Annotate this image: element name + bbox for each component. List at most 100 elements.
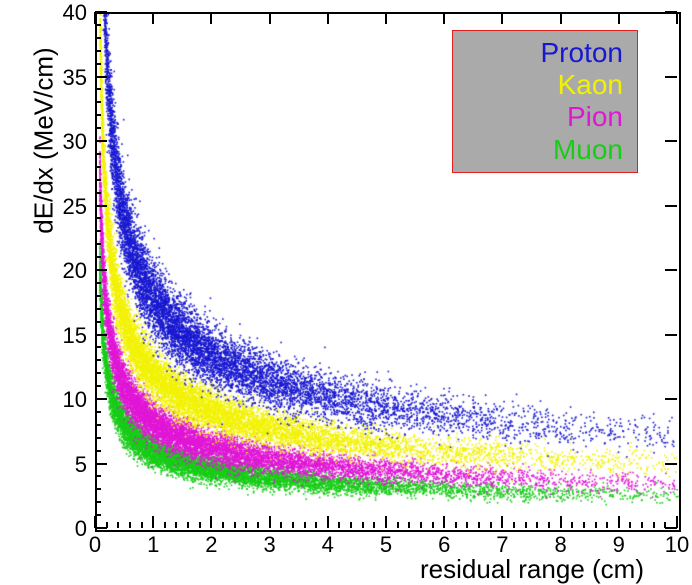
y-major-tick: [95, 269, 107, 271]
y-minor-tick: [95, 437, 101, 439]
x-minor-tick: [466, 522, 468, 528]
x-minor-tick: [408, 522, 410, 528]
y-minor-tick: [95, 346, 101, 348]
y-major-tick-right: [665, 527, 677, 529]
x-minor-tick: [513, 522, 515, 528]
x-minor-tick: [280, 522, 282, 528]
y-major-tick: [95, 11, 107, 13]
y-tick-label: 40: [47, 0, 87, 26]
x-minor-tick: [175, 522, 177, 528]
x-tick-label: 4: [313, 532, 343, 558]
y-minor-tick: [95, 424, 101, 426]
x-major-tick-top: [94, 12, 96, 24]
x-tick-label: 3: [255, 532, 285, 558]
x-major-tick: [269, 516, 271, 528]
y-major-tick-right: [665, 334, 677, 336]
legend-item: Proton: [467, 37, 623, 69]
x-minor-tick: [304, 522, 306, 528]
x-major-tick-top: [152, 12, 154, 24]
x-tick-label: 2: [196, 532, 226, 558]
y-major-tick: [95, 527, 107, 529]
y-minor-tick: [95, 24, 101, 26]
y-minor-tick: [95, 256, 101, 258]
y-minor-tick: [95, 359, 101, 361]
x-minor-tick: [571, 522, 573, 528]
y-minor-tick: [95, 192, 101, 194]
x-minor-tick: [222, 522, 224, 528]
x-major-tick-top: [385, 12, 387, 24]
y-minor-tick: [95, 488, 101, 490]
y-major-tick: [95, 398, 107, 400]
x-minor-tick: [257, 522, 259, 528]
x-major-tick-top: [618, 12, 620, 24]
x-major-tick: [443, 516, 445, 528]
x-minor-tick: [234, 522, 236, 528]
legend-item: Muon: [467, 134, 623, 166]
y-tick-label: 0: [47, 516, 87, 542]
y-major-tick: [95, 334, 107, 336]
dedx-vs-range-chart: dE/dx (MeV/cm) 0123456789100510152025303…: [0, 0, 692, 582]
y-minor-tick: [95, 230, 101, 232]
x-minor-tick: [653, 522, 655, 528]
legend-item: Pion: [467, 101, 623, 133]
y-minor-tick: [95, 127, 101, 129]
x-major-tick-top: [269, 12, 271, 24]
y-major-tick: [95, 140, 107, 142]
x-minor-tick: [629, 522, 631, 528]
y-minor-tick: [95, 385, 101, 387]
x-minor-tick: [548, 522, 550, 528]
x-major-tick: [327, 516, 329, 528]
legend: ProtonKaonPionMuon: [452, 30, 638, 173]
y-major-tick: [95, 463, 107, 465]
y-major-tick-right: [665, 140, 677, 142]
y-tick-label: 5: [47, 452, 87, 478]
y-minor-tick: [95, 308, 101, 310]
y-minor-tick: [95, 63, 101, 65]
x-tick-label: 1: [138, 532, 168, 558]
x-minor-tick: [641, 522, 643, 528]
y-minor-tick: [95, 450, 101, 452]
y-minor-tick: [95, 501, 101, 503]
x-major-tick-top: [443, 12, 445, 24]
x-minor-tick: [199, 522, 201, 528]
x-minor-tick: [583, 522, 585, 528]
x-minor-tick: [373, 522, 375, 528]
y-major-tick-right: [665, 205, 677, 207]
x-major-tick: [385, 516, 387, 528]
x-major-tick: [152, 516, 154, 528]
x-minor-tick: [350, 522, 352, 528]
x-major-tick-top: [501, 12, 503, 24]
y-major-tick: [95, 76, 107, 78]
x-minor-tick: [245, 522, 247, 528]
x-minor-tick: [432, 522, 434, 528]
y-tick-label: 25: [47, 194, 87, 220]
x-major-tick: [210, 516, 212, 528]
y-minor-tick: [95, 166, 101, 168]
y-tick-label: 20: [47, 258, 87, 284]
x-major-tick-top: [676, 12, 678, 24]
y-minor-tick: [95, 411, 101, 413]
y-tick-label: 35: [47, 65, 87, 91]
x-minor-tick: [478, 522, 480, 528]
y-minor-tick: [95, 475, 101, 477]
y-major-tick: [95, 205, 107, 207]
y-minor-tick: [95, 153, 101, 155]
y-minor-tick: [95, 114, 101, 116]
y-major-tick-right: [665, 398, 677, 400]
y-minor-tick: [95, 179, 101, 181]
x-minor-tick: [129, 522, 131, 528]
x-tick-label: 5: [371, 532, 401, 558]
x-major-tick-top: [327, 12, 329, 24]
legend-item: Kaon: [467, 69, 623, 101]
x-major-tick: [560, 516, 562, 528]
x-minor-tick: [362, 522, 364, 528]
y-tick-label: 10: [47, 387, 87, 413]
x-minor-tick: [490, 522, 492, 528]
y-minor-tick: [95, 101, 101, 103]
y-major-tick-right: [665, 269, 677, 271]
x-minor-tick: [141, 522, 143, 528]
x-major-tick: [501, 516, 503, 528]
y-tick-label: 15: [47, 323, 87, 349]
x-major-tick: [618, 516, 620, 528]
x-tick-label: 10: [662, 532, 692, 558]
